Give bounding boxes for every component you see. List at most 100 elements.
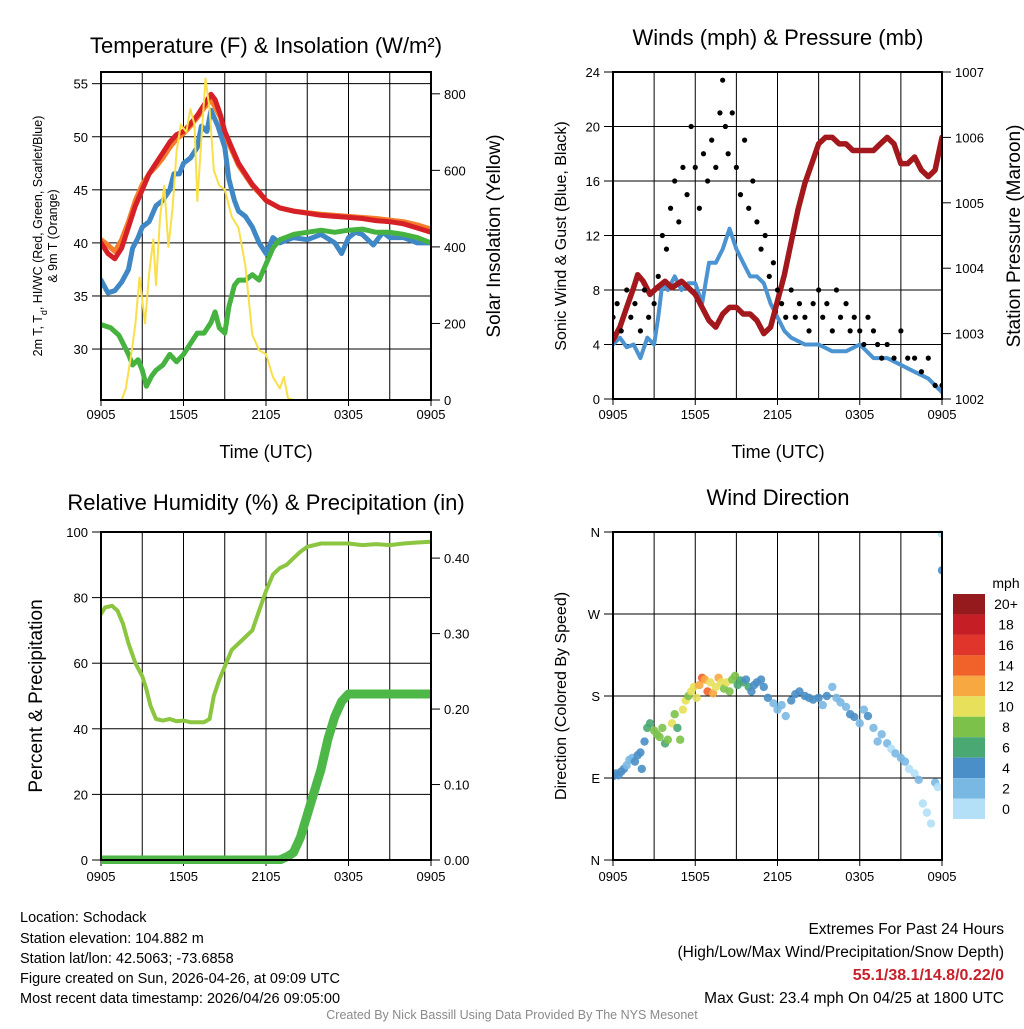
gust-point [806, 328, 812, 334]
wind-direction-point [747, 687, 756, 696]
wind-direction-point [670, 710, 679, 719]
x-tick-label: 1505 [169, 407, 198, 422]
y-tick-label: 0 [81, 853, 88, 868]
gust-point [783, 314, 789, 320]
wind-direction-point [922, 808, 932, 817]
rh-panel-title: Relative Humidity (%) & Precipitation (i… [67, 490, 464, 515]
credit-line: Created By Nick Bassill Using Data Provi… [326, 1008, 698, 1022]
y-tick-label-right: 1005 [955, 196, 984, 211]
y-tick-label: N [591, 525, 600, 540]
gust-point [618, 328, 624, 334]
gust-point [851, 314, 857, 320]
plot-frame [100, 531, 432, 861]
gust-point [837, 314, 844, 320]
y-tick-label: 12 [586, 229, 600, 244]
temp-panel: 30 35 40 45 50 55 0 200 400 600 800 0905 1505 2105 030… [74, 71, 466, 422]
rh-panel-ylabel-left: Percent & Precipitation [26, 599, 47, 792]
direction-marks [613, 529, 942, 828]
y-tick-label: W [588, 607, 601, 622]
solar-insolation-line [101, 77, 431, 401]
y-tick-label: E [591, 771, 600, 786]
y-tick-label-right: 0.30 [444, 627, 469, 642]
gust-point [911, 355, 918, 361]
legend-label: 4 [1002, 760, 1010, 776]
gust-point [870, 328, 877, 334]
gust-point [810, 301, 816, 307]
wind-direction-point [673, 723, 682, 733]
gust-point [713, 164, 719, 170]
figure-created: Figure created on Sun, 2026-04-26, at 09… [20, 971, 340, 987]
temp-panel-ylabel-left: 2m T, Td, HI/WC (Red, Green, Scarlet/Blu… [31, 116, 49, 357]
y-tick-label-right: 1006 [955, 130, 984, 145]
gust-point [762, 232, 768, 239]
gust-point [700, 151, 707, 157]
station-location: Location: Schodack [20, 910, 147, 926]
wind-direction-point [663, 735, 673, 744]
gust-point [704, 178, 711, 184]
gust-point [857, 328, 863, 334]
wind-direction-point [828, 682, 837, 692]
gust-point [659, 232, 665, 239]
wind-direction-point [645, 719, 655, 728]
legend-label: 20+ [994, 596, 1018, 612]
wind-direction-point [741, 675, 751, 684]
plot-frame [612, 71, 943, 400]
gust-point [646, 314, 652, 320]
y-tick-label-right: 1007 [955, 65, 984, 80]
wind-direction-point [637, 764, 646, 774]
legend-label: 8 [1002, 719, 1010, 735]
direction-panel-title: Wind Direction [706, 485, 849, 510]
temp-marks [101, 77, 431, 401]
2m-t-line [101, 91, 431, 262]
gust-point [788, 287, 794, 293]
x-tick-label: 0305 [845, 407, 874, 422]
x-tick-label: 0305 [334, 407, 363, 422]
gust-point [651, 301, 657, 307]
wind-direction-point [937, 566, 942, 575]
gust-point [898, 328, 904, 334]
wind-direction-point [926, 819, 936, 828]
wind-direction-point [708, 689, 718, 698]
gust-point [720, 77, 726, 83]
extremes-heading: Extremes For Past 24 Hours [808, 921, 1004, 938]
gust-point [879, 355, 885, 361]
legend-label: 14 [998, 658, 1014, 674]
gust-point [874, 341, 881, 348]
wind-direction-point [640, 737, 649, 746]
wind-direction-point [675, 735, 685, 744]
x-tick-label: 2105 [252, 869, 281, 884]
gust-point [684, 192, 690, 198]
gust-point [663, 246, 670, 252]
x-tick-label: 0905 [928, 869, 957, 884]
wind-direction-point [818, 700, 827, 710]
wind-direction-point [873, 737, 882, 746]
y-tick-label: 0 [593, 392, 600, 407]
legend-swatch [953, 675, 985, 697]
legend-swatch [953, 634, 985, 656]
wind-direction-point [763, 693, 773, 703]
gust-point [779, 301, 785, 307]
wind-panel-title: Winds (mph) & Pressure (mb) [633, 25, 924, 50]
wind-direction-point [877, 730, 886, 739]
y-tick-label: 24 [586, 65, 600, 80]
x-tick-label: 2105 [763, 869, 792, 884]
td-line [101, 226, 431, 389]
wind-direction-point [900, 757, 910, 766]
gust-point [696, 205, 702, 211]
speed-legend: 20+ 18 16 14 12 10 8 6 4 2 0 [953, 594, 1018, 819]
y-tick-label-right: 200 [444, 316, 466, 331]
gust-point [737, 192, 744, 198]
gust-point [688, 123, 694, 130]
x-tick-label: 0305 [845, 869, 874, 884]
gust-point [692, 164, 698, 170]
gust-point [932, 382, 938, 388]
wind-direction-point [933, 782, 942, 792]
y-tick-label: 55 [74, 77, 88, 92]
legend-label: 6 [1002, 739, 1010, 755]
direction-panel-ylabel: Direction (Colored By Speed) [553, 592, 570, 800]
y-tick-label: 50 [74, 130, 88, 145]
y-tick-label: 40 [74, 236, 88, 251]
wind-marks [613, 77, 942, 395]
x-tick-label: 0905 [928, 407, 957, 422]
y-tick-label-right: 0.00 [444, 853, 469, 868]
